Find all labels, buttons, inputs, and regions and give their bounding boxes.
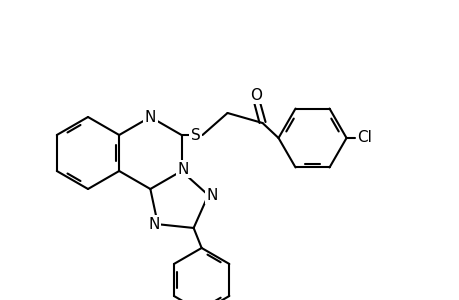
Text: N: N: [178, 161, 189, 176]
Text: S: S: [190, 128, 200, 142]
Text: N: N: [148, 217, 159, 232]
Text: N: N: [206, 188, 218, 202]
Text: N: N: [144, 110, 156, 124]
Text: O: O: [250, 88, 262, 103]
Text: Cl: Cl: [356, 130, 371, 146]
